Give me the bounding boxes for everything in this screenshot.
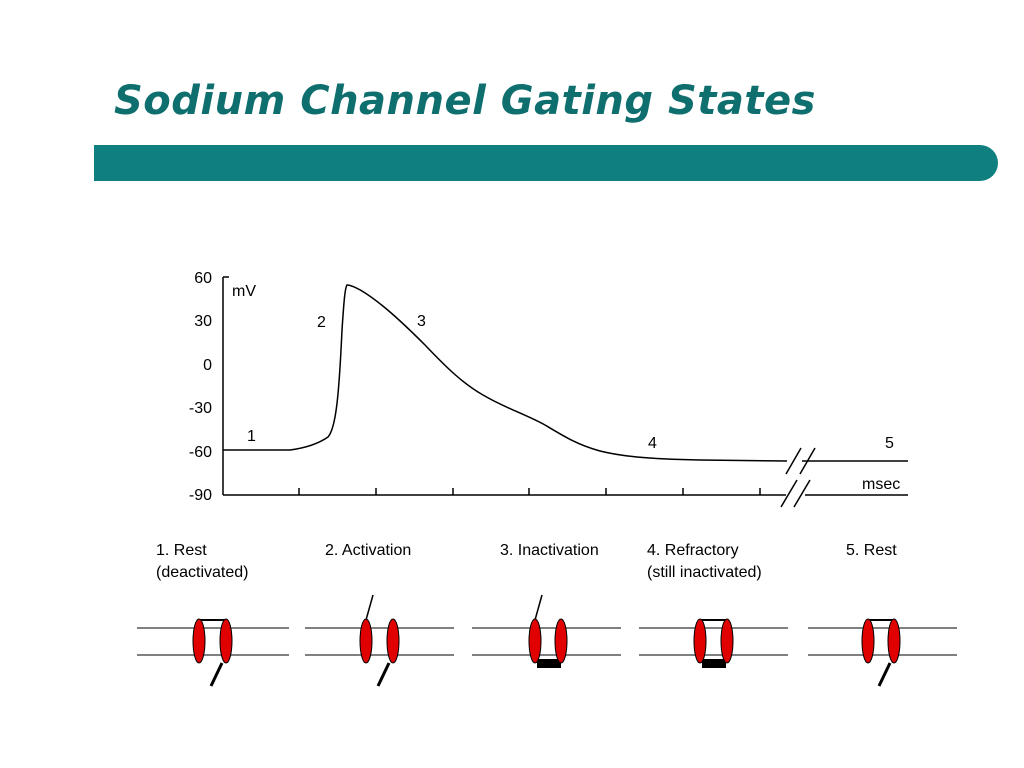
state-labels: 1. Rest (deactivated) 2. Activation 3. I… bbox=[156, 542, 897, 581]
title-bar bbox=[94, 145, 998, 181]
state-label-sub: (deactivated) bbox=[156, 564, 249, 581]
channel-subunit bbox=[359, 618, 373, 664]
inactivation-gate-closed bbox=[537, 659, 561, 668]
state-label: 2. Activation bbox=[325, 542, 411, 559]
channel-subunit bbox=[528, 618, 542, 664]
channel-subunit bbox=[720, 618, 734, 664]
trace-break-mark bbox=[785, 447, 802, 475]
channel-subunit bbox=[887, 618, 901, 664]
phase-number: 5 bbox=[885, 435, 894, 452]
phase-number: 4 bbox=[648, 435, 657, 452]
phase-number: 1 bbox=[247, 428, 256, 445]
action-potential-chart: 60 30 0 -30 -60 -90 mV msec 1 2 3 4 5 bbox=[189, 270, 908, 508]
channel-subunit bbox=[861, 618, 875, 664]
channel-rest-2 bbox=[808, 618, 957, 687]
x-axis-break-mark bbox=[780, 479, 798, 508]
channel-subunit bbox=[554, 618, 568, 664]
state-label-sub: (still inactivated) bbox=[647, 564, 762, 581]
channel-subunit bbox=[693, 618, 707, 664]
y-tick-label: -90 bbox=[189, 487, 212, 504]
channel-subunit bbox=[219, 618, 233, 664]
y-tick-label: 30 bbox=[194, 313, 212, 330]
activation-gate-open bbox=[365, 594, 374, 621]
phase-number: 2 bbox=[317, 314, 326, 331]
channel-inactivation bbox=[472, 594, 621, 668]
y-tick-label: 0 bbox=[203, 357, 212, 374]
slide-title: Sodium Channel Gating States bbox=[114, 78, 816, 124]
phase-number: 3 bbox=[417, 313, 426, 330]
state-label: 4. Refractory bbox=[647, 542, 739, 559]
state-label: 1. Rest bbox=[156, 542, 207, 559]
inactivation-gate-closed bbox=[702, 659, 726, 668]
inactivation-gate-open bbox=[209, 662, 224, 687]
inactivation-gate-open bbox=[877, 662, 892, 687]
channel-subunit bbox=[192, 618, 206, 664]
x-axis-break-mark bbox=[793, 479, 811, 508]
x-unit-label: msec bbox=[862, 476, 900, 493]
membrane-potential-trace bbox=[223, 284, 788, 462]
channel-refractory bbox=[639, 618, 788, 668]
y-tick-label: 60 bbox=[194, 270, 212, 287]
y-tick-label: -60 bbox=[189, 444, 212, 461]
activation-gate-open bbox=[534, 594, 543, 621]
channel-subunit bbox=[386, 618, 400, 664]
y-unit-label: mV bbox=[232, 283, 256, 300]
channel-activation bbox=[305, 594, 454, 687]
channel-rest bbox=[137, 618, 289, 687]
state-label: 3. Inactivation bbox=[500, 542, 599, 559]
state-label: 5. Rest bbox=[846, 542, 897, 559]
inactivation-gate-open bbox=[376, 662, 391, 687]
y-tick-label: -30 bbox=[189, 400, 212, 417]
